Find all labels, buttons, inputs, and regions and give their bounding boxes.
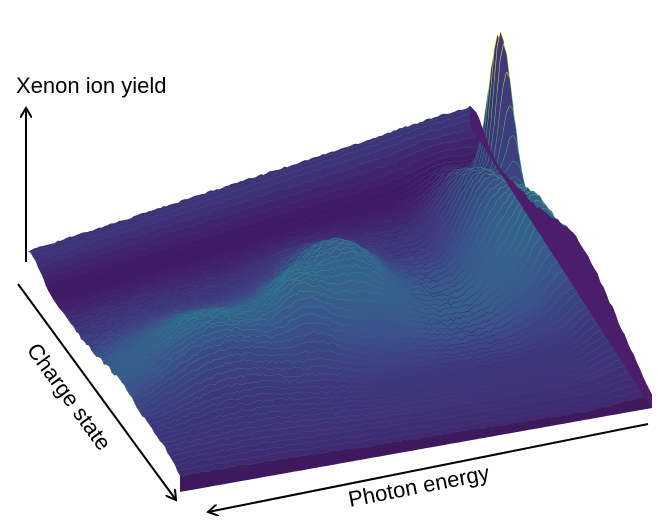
surface-mesh xyxy=(28,32,652,492)
